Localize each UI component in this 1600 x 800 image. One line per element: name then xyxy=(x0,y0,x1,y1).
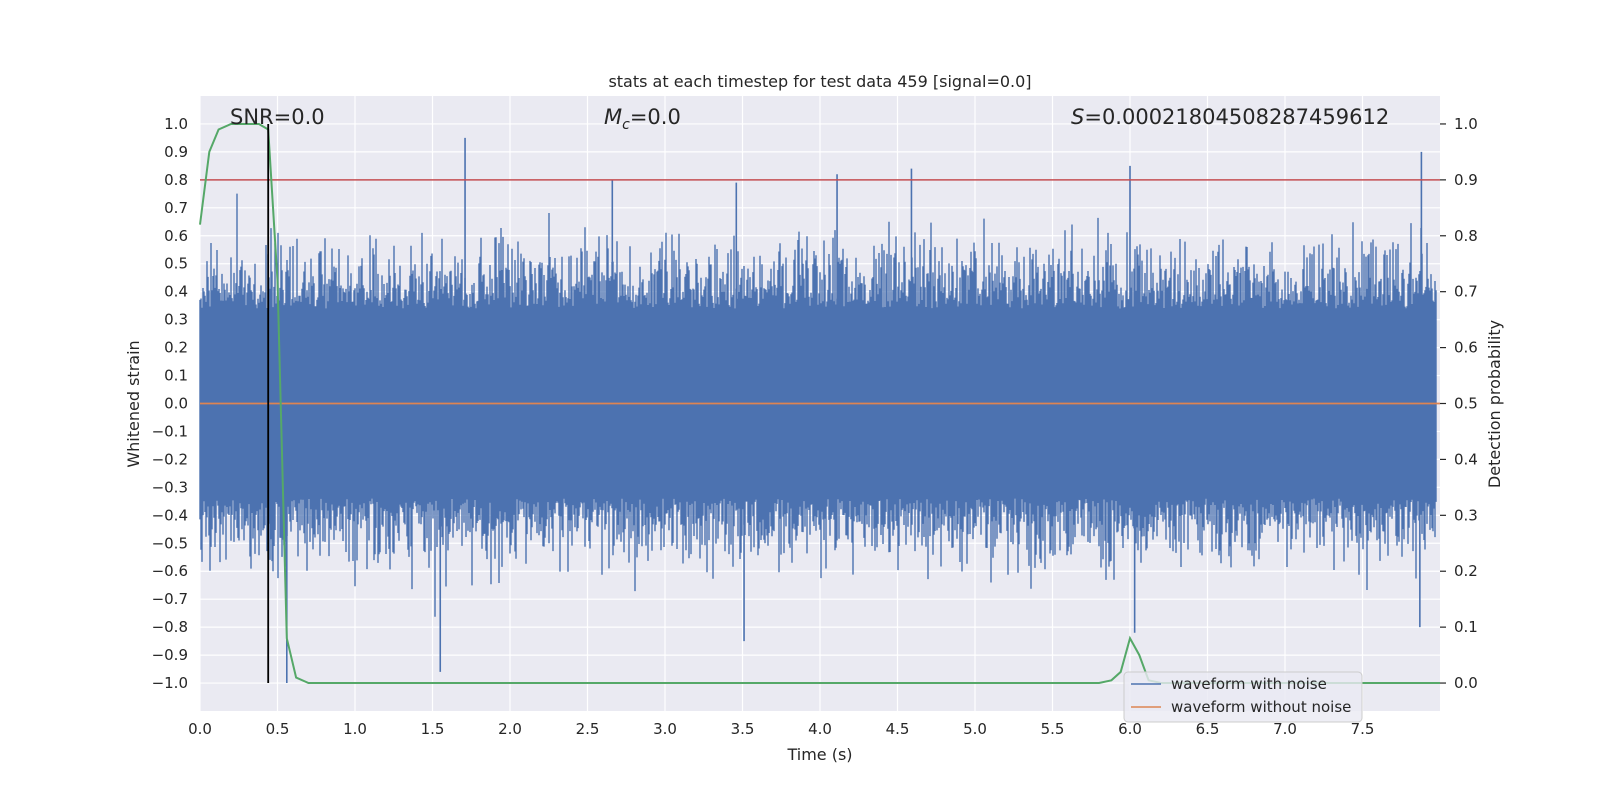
chirp-mass-symbol: M xyxy=(604,105,622,129)
y-tick-label: −1.0 xyxy=(152,674,188,692)
y-tick-label: −0.1 xyxy=(152,422,188,440)
y-tick-label: −0.4 xyxy=(152,506,188,524)
x-tick-label: 6.0 xyxy=(1118,720,1142,738)
y-tick-label: 0.9 xyxy=(164,143,188,161)
y-tick-label: 0.7 xyxy=(164,199,188,217)
y-axis-label: Whitened strain xyxy=(124,340,143,467)
y-axis-ticks: −1.0 −0.9 −0.8 −0.7 −0.6 −0.5 −0.4 −0.3 −0.2 −0.1… xyxy=(152,115,188,692)
y2-tick-label: 0.6 xyxy=(1454,339,1478,357)
x-tick-label: 3.5 xyxy=(731,720,755,738)
y-tick-label: −0.2 xyxy=(152,450,188,468)
x-tick-label: 0.5 xyxy=(266,720,290,738)
y-tick-label: −0.6 xyxy=(152,562,188,580)
legend-label-noise: waveform with noise xyxy=(1171,675,1327,693)
y-tick-label: 0.0 xyxy=(164,395,188,413)
chart-title: stats at each timestep for test data 459… xyxy=(608,72,1031,91)
y2-tick-label: 0.7 xyxy=(1454,283,1478,301)
x-tick-label: 1.0 xyxy=(343,720,367,738)
y-tick-label: −0.8 xyxy=(152,618,188,636)
y2-tick-label: 0.2 xyxy=(1454,562,1478,580)
y-tick-label: 0.2 xyxy=(164,339,188,357)
y2-axis-ticks: 0.0 0.1 0.2 0.3 0.4 0.5 0.6 0.7 0.8 0.9 1.0 xyxy=(1440,115,1478,692)
noise-waveform xyxy=(199,137,1437,684)
y-tick-label: −0.3 xyxy=(152,478,188,496)
x-tick-label: 6.5 xyxy=(1196,720,1220,738)
y-tick-label: 1.0 xyxy=(164,115,188,133)
legend-label-no-noise: waveform without noise xyxy=(1171,698,1351,716)
y-tick-label: 0.4 xyxy=(164,283,188,301)
y2-tick-label: 0.1 xyxy=(1454,618,1478,636)
y-tick-label: 0.6 xyxy=(164,227,188,245)
y-tick-label: −0.9 xyxy=(152,646,188,664)
x-tick-label: 3.0 xyxy=(653,720,677,738)
y-tick-label: −0.5 xyxy=(152,534,188,552)
s-value: =0.00021804508287459612 xyxy=(1084,105,1389,129)
chirp-mass-subscript: c xyxy=(622,117,630,133)
x-tick-label: 4.0 xyxy=(808,720,832,738)
y2-tick-label: 0.5 xyxy=(1454,395,1478,413)
x-tick-label: 5.5 xyxy=(1041,720,1065,738)
x-tick-label: 7.5 xyxy=(1351,720,1375,738)
y-tick-label: −0.7 xyxy=(152,590,188,608)
x-axis-ticks: 0.0 0.5 1.0 1.5 2.0 2.5 3.0 3.5 4.0 4.5 5.0 5.5 6.0 6… xyxy=(188,720,1374,738)
y-tick-label: 0.1 xyxy=(164,367,188,385)
x-tick-label: 2.5 xyxy=(576,720,600,738)
y2-axis-label: Detection probability xyxy=(1485,320,1504,488)
y2-tick-label: 1.0 xyxy=(1454,115,1478,133)
chirp-mass-value: =0.0 xyxy=(630,105,681,129)
x-tick-label: 7.0 xyxy=(1273,720,1297,738)
legend: waveform with noise waveform without noi… xyxy=(1123,671,1363,723)
y2-tick-label: 0.3 xyxy=(1454,506,1478,524)
x-tick-label: 5.0 xyxy=(963,720,987,738)
x-axis-label: Time (s) xyxy=(786,745,852,764)
x-tick-label: 0.0 xyxy=(188,720,212,738)
y-tick-label: 0.5 xyxy=(164,255,188,273)
x-tick-label: 2.0 xyxy=(498,720,522,738)
y2-tick-label: 0.4 xyxy=(1454,450,1478,468)
y-tick-label: 0.3 xyxy=(164,311,188,329)
legend-box xyxy=(1123,671,1363,723)
x-tick-label: 1.5 xyxy=(421,720,445,738)
snr-annotation: SNR=0.0 xyxy=(230,105,325,129)
y2-tick-label: 0.9 xyxy=(1454,171,1478,189)
y2-tick-label: 0.0 xyxy=(1454,674,1478,692)
s-symbol: S xyxy=(1071,105,1084,129)
s-annotation: S=0.00021804508287459612 xyxy=(1071,105,1389,129)
chirp-mass-annotation: Mc=0.0 xyxy=(604,105,681,133)
y2-tick-label: 0.8 xyxy=(1454,227,1478,245)
y-tick-label: 0.8 xyxy=(164,171,188,189)
x-tick-label: 4.5 xyxy=(886,720,910,738)
